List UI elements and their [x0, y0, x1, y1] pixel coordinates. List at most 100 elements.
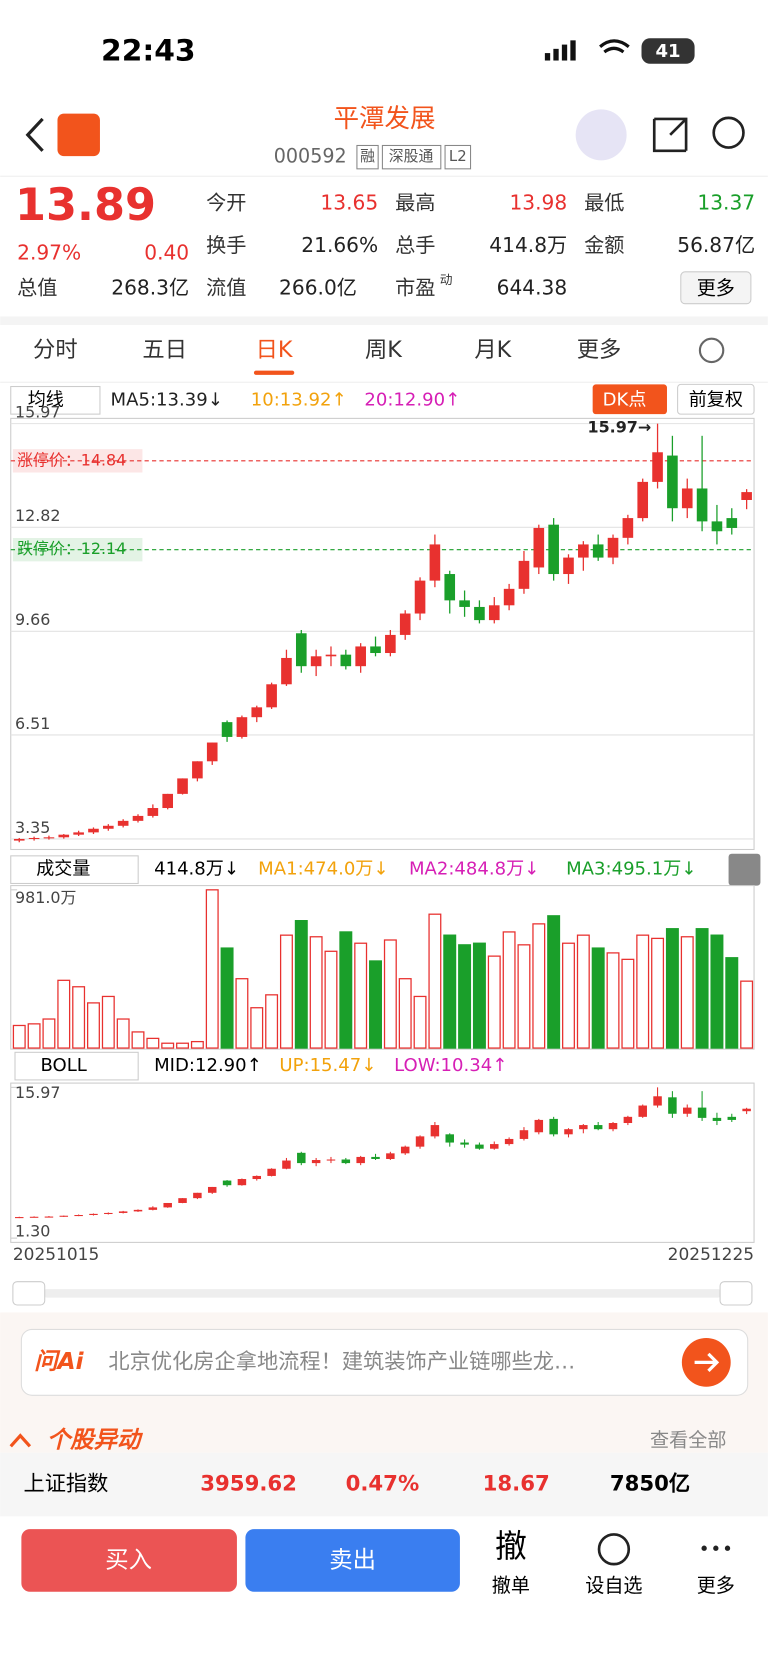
time: 22:43	[101, 34, 196, 69]
volume-bar	[487, 955, 501, 1049]
robot-avatar[interactable]	[575, 109, 627, 161]
volume-frame	[10, 885, 755, 1050]
candle-body	[236, 717, 248, 737]
dk-button[interactable]	[592, 384, 667, 415]
settings-button[interactable]	[698, 337, 725, 364]
field-value: 268.3亿	[111, 275, 189, 299]
tag: L2	[449, 147, 467, 165]
field-superscript: 动	[440, 273, 453, 288]
volume-bar	[725, 957, 739, 1049]
volume-bar	[205, 889, 219, 1049]
index-bar[interactable]	[0, 1452, 768, 1517]
tab[interactable]: 周K	[365, 337, 403, 363]
volume-bar	[472, 942, 486, 1049]
ai-input[interactable]	[20, 1328, 749, 1396]
more-icon[interactable]	[701, 1545, 731, 1551]
sell-button[interactable]	[245, 1529, 460, 1592]
scrollbar[interactable]	[42, 1289, 723, 1298]
field-label: 市盈	[395, 275, 435, 299]
candle-body	[564, 1129, 573, 1135]
candle-body	[43, 837, 55, 839]
y-tick-label: 15.97	[15, 403, 61, 422]
buy-button[interactable]	[21, 1529, 237, 1592]
y-tick-label: 6.51	[15, 714, 50, 733]
candle-body	[727, 1116, 737, 1120]
indicator-select[interactable]	[10, 855, 139, 885]
candle-body	[475, 1144, 484, 1149]
quote-fields: 今开 13.65 最高 13.98 最低 13.37 换手 21.66% 总手 414.8万 金额 5…	[17, 190, 755, 299]
mid-legend: MID:12.90↑	[154, 1055, 262, 1076]
y-tick-label: 15.97	[15, 1083, 61, 1102]
candle-body	[548, 524, 559, 575]
volume-bar	[651, 937, 665, 1049]
candle-body	[13, 838, 25, 841]
candle-body	[73, 832, 84, 835]
volume-bar	[190, 1040, 204, 1049]
field-label: 总值	[17, 275, 57, 299]
share-button[interactable]	[652, 117, 688, 153]
candle-body	[533, 527, 545, 568]
candle-body	[193, 1192, 202, 1199]
scroll-handle[interactable]	[12, 1281, 46, 1306]
tag: 深股通	[389, 147, 434, 165]
candle-body	[266, 684, 277, 708]
candle-body	[429, 544, 441, 581]
more-button[interactable]	[680, 271, 752, 305]
candle-body	[370, 646, 381, 654]
tab[interactable]: 日K	[256, 337, 294, 363]
y-tick-label: 12.82	[15, 506, 61, 525]
volume-bar	[383, 939, 397, 1049]
candle-body	[652, 452, 663, 482]
limit-label-bg	[12, 449, 143, 473]
signal-icon	[544, 40, 576, 61]
volume-bar	[665, 928, 679, 1049]
tab-indicator	[253, 370, 295, 375]
volume-bar	[86, 1002, 100, 1049]
field-label: 流值	[206, 275, 246, 299]
volume-bar	[443, 934, 457, 1049]
volume-bar	[354, 942, 368, 1049]
volume-bar	[116, 1018, 130, 1049]
candle-body	[326, 1159, 336, 1161]
adjust-label: 前复权	[689, 389, 743, 410]
candle-body	[89, 1213, 98, 1216]
volume-bar	[710, 934, 724, 1049]
candle-body	[593, 1125, 603, 1130]
back-button[interactable]	[25, 117, 44, 152]
candle-body	[281, 657, 292, 685]
collapse-button[interactable]	[728, 853, 761, 886]
start-date: 20251015	[13, 1245, 99, 1265]
candle-body	[653, 1096, 662, 1106]
candle-body	[400, 1146, 410, 1154]
volume-bar	[161, 1042, 175, 1049]
tab[interactable]: 更多	[577, 337, 622, 363]
watch-icon[interactable]	[597, 1533, 631, 1566]
field-value: 414.8万	[489, 233, 567, 257]
end-date: 20251225	[668, 1245, 754, 1265]
candle-body	[355, 646, 366, 667]
section-link[interactable]: 查看全部	[650, 1428, 726, 1451]
indicator-select[interactable]	[10, 385, 101, 415]
candle-body	[28, 837, 40, 840]
candle-body	[430, 1125, 440, 1137]
tab[interactable]: 月K	[474, 337, 512, 363]
ma10-legend: 10:13.92↑	[251, 389, 347, 410]
search-button[interactable]	[712, 116, 745, 149]
volume-bar	[369, 960, 382, 1049]
app-logo	[57, 113, 100, 157]
candle-body	[460, 1142, 469, 1145]
scroll-handle[interactable]	[719, 1281, 753, 1306]
candle-body	[177, 778, 188, 794]
adjust-button[interactable]	[677, 383, 755, 415]
field-label: 换手	[206, 233, 246, 257]
tab[interactable]: 五日	[142, 337, 187, 363]
cancel-icon[interactable]: 撤	[495, 1527, 527, 1565]
cancel-label: 撤单	[492, 1574, 530, 1597]
candle-body	[668, 1097, 677, 1114]
tab[interactable]: 分时	[33, 337, 78, 363]
volume-bar	[502, 931, 516, 1049]
indicator-select[interactable]	[14, 1051, 139, 1081]
field-label: 金额	[584, 233, 624, 257]
volume-bar	[146, 1037, 160, 1049]
